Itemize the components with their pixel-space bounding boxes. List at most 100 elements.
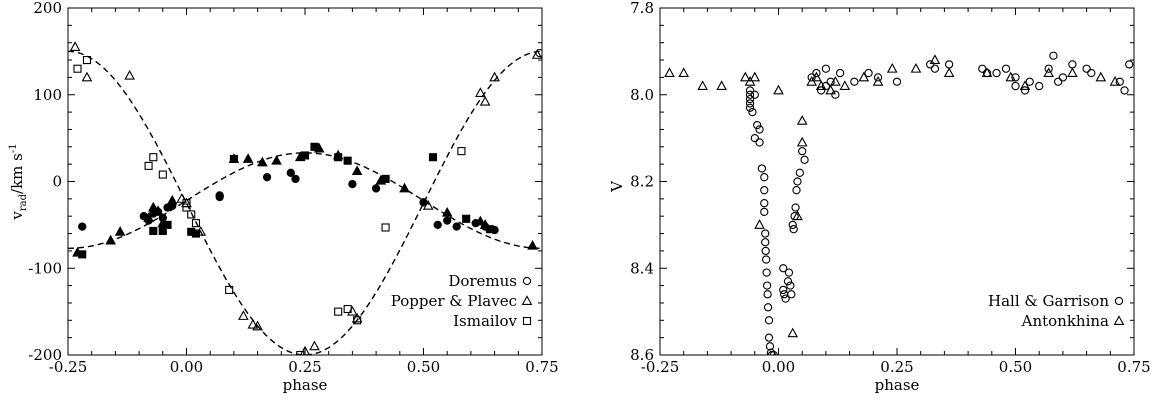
data-point xyxy=(296,350,305,355)
data-point xyxy=(225,285,234,294)
data-point xyxy=(1020,86,1030,95)
data-point xyxy=(750,133,759,143)
data-point xyxy=(796,115,808,125)
data-point xyxy=(981,67,993,78)
data-point xyxy=(238,310,249,320)
data-point xyxy=(114,226,126,236)
legend-label: Antonkhina xyxy=(1021,312,1109,330)
data-point xyxy=(531,49,542,59)
data-point xyxy=(348,179,357,189)
data-point xyxy=(831,90,840,99)
x-tick-label: 0.50 xyxy=(999,358,1032,376)
data-point xyxy=(944,60,954,69)
data-point xyxy=(1082,64,1091,73)
data-point xyxy=(291,174,300,184)
data-point xyxy=(769,350,778,355)
y-tick-label: -100 xyxy=(28,259,62,277)
data-point xyxy=(873,73,883,82)
data-point xyxy=(992,68,1001,78)
data-point xyxy=(716,80,727,91)
data-point xyxy=(105,234,116,245)
data-point xyxy=(754,219,765,229)
legend-marker xyxy=(522,316,532,326)
plot-area xyxy=(68,41,542,355)
data-point xyxy=(1005,71,1017,82)
data-point xyxy=(792,210,803,221)
legend: Hall & Garrison Antonkhina xyxy=(988,292,1125,330)
data-point xyxy=(1001,64,1011,73)
data-point xyxy=(745,90,755,99)
y-axis-label-part: v xyxy=(8,211,26,221)
data-point xyxy=(762,255,771,264)
data-point xyxy=(535,48,542,58)
data-point xyxy=(830,75,841,86)
data-point xyxy=(892,77,902,86)
data-point xyxy=(739,71,751,82)
data-point xyxy=(745,94,755,104)
data-point xyxy=(310,142,319,151)
data-point xyxy=(257,156,268,167)
legend-marker xyxy=(1113,315,1125,325)
data-point xyxy=(783,277,793,286)
data-point xyxy=(786,281,795,290)
data-point xyxy=(1054,77,1063,86)
data-point xyxy=(780,290,789,299)
data-point xyxy=(381,223,390,232)
x-tick-label: -0.25 xyxy=(641,358,679,376)
data-point xyxy=(347,305,358,316)
data-point xyxy=(81,71,93,82)
legend-label: Hall & Garrison xyxy=(988,292,1109,310)
data-point xyxy=(773,84,784,95)
data-point xyxy=(864,68,873,78)
series-doremus xyxy=(535,48,542,58)
x-tick-label: 0.25 xyxy=(288,358,321,376)
data-point xyxy=(760,173,769,182)
legend-label: Popper & Plavec xyxy=(391,292,517,310)
data-point xyxy=(229,154,238,163)
data-point xyxy=(78,250,87,259)
data-point xyxy=(787,290,796,299)
y-tick-label: 8.4 xyxy=(630,259,654,277)
data-point xyxy=(943,67,955,78)
velocity-curve-1 xyxy=(68,50,542,355)
data-point xyxy=(182,203,191,212)
data-point xyxy=(343,304,352,314)
data-point xyxy=(452,222,461,231)
data-point xyxy=(462,214,471,223)
x-tick-label: 0.75 xyxy=(1117,358,1150,376)
data-point xyxy=(242,153,254,163)
data-point xyxy=(761,238,770,247)
data-point xyxy=(422,200,434,210)
data-point xyxy=(78,222,87,231)
x-tick-label: 0.50 xyxy=(407,358,440,376)
data-point xyxy=(334,307,343,316)
data-point xyxy=(745,86,755,95)
data-point xyxy=(1025,77,1034,86)
y-tick-label: 8.0 xyxy=(630,86,654,104)
data-point xyxy=(755,138,764,147)
y-tick-label: 8.6 xyxy=(630,346,654,364)
data-point xyxy=(800,155,809,164)
y-tick-label: -200 xyxy=(28,346,62,364)
data-point xyxy=(929,54,941,65)
data-point xyxy=(1109,75,1121,86)
series-antonkhina xyxy=(664,54,1121,338)
data-point xyxy=(149,153,158,162)
data-point xyxy=(1049,51,1058,60)
data-point xyxy=(334,153,343,162)
data-point xyxy=(789,225,798,234)
data-point xyxy=(850,77,859,86)
series-popper-plavec xyxy=(72,142,538,257)
data-point xyxy=(1087,68,1096,78)
data-point xyxy=(1019,80,1031,91)
data-point xyxy=(858,71,870,82)
data-point xyxy=(475,87,486,97)
data-point xyxy=(745,103,755,112)
data-point xyxy=(839,80,851,91)
data-point xyxy=(760,199,769,208)
data-point xyxy=(479,95,491,106)
data-point xyxy=(147,201,159,212)
data-point xyxy=(1043,67,1055,78)
data-point xyxy=(527,239,538,250)
